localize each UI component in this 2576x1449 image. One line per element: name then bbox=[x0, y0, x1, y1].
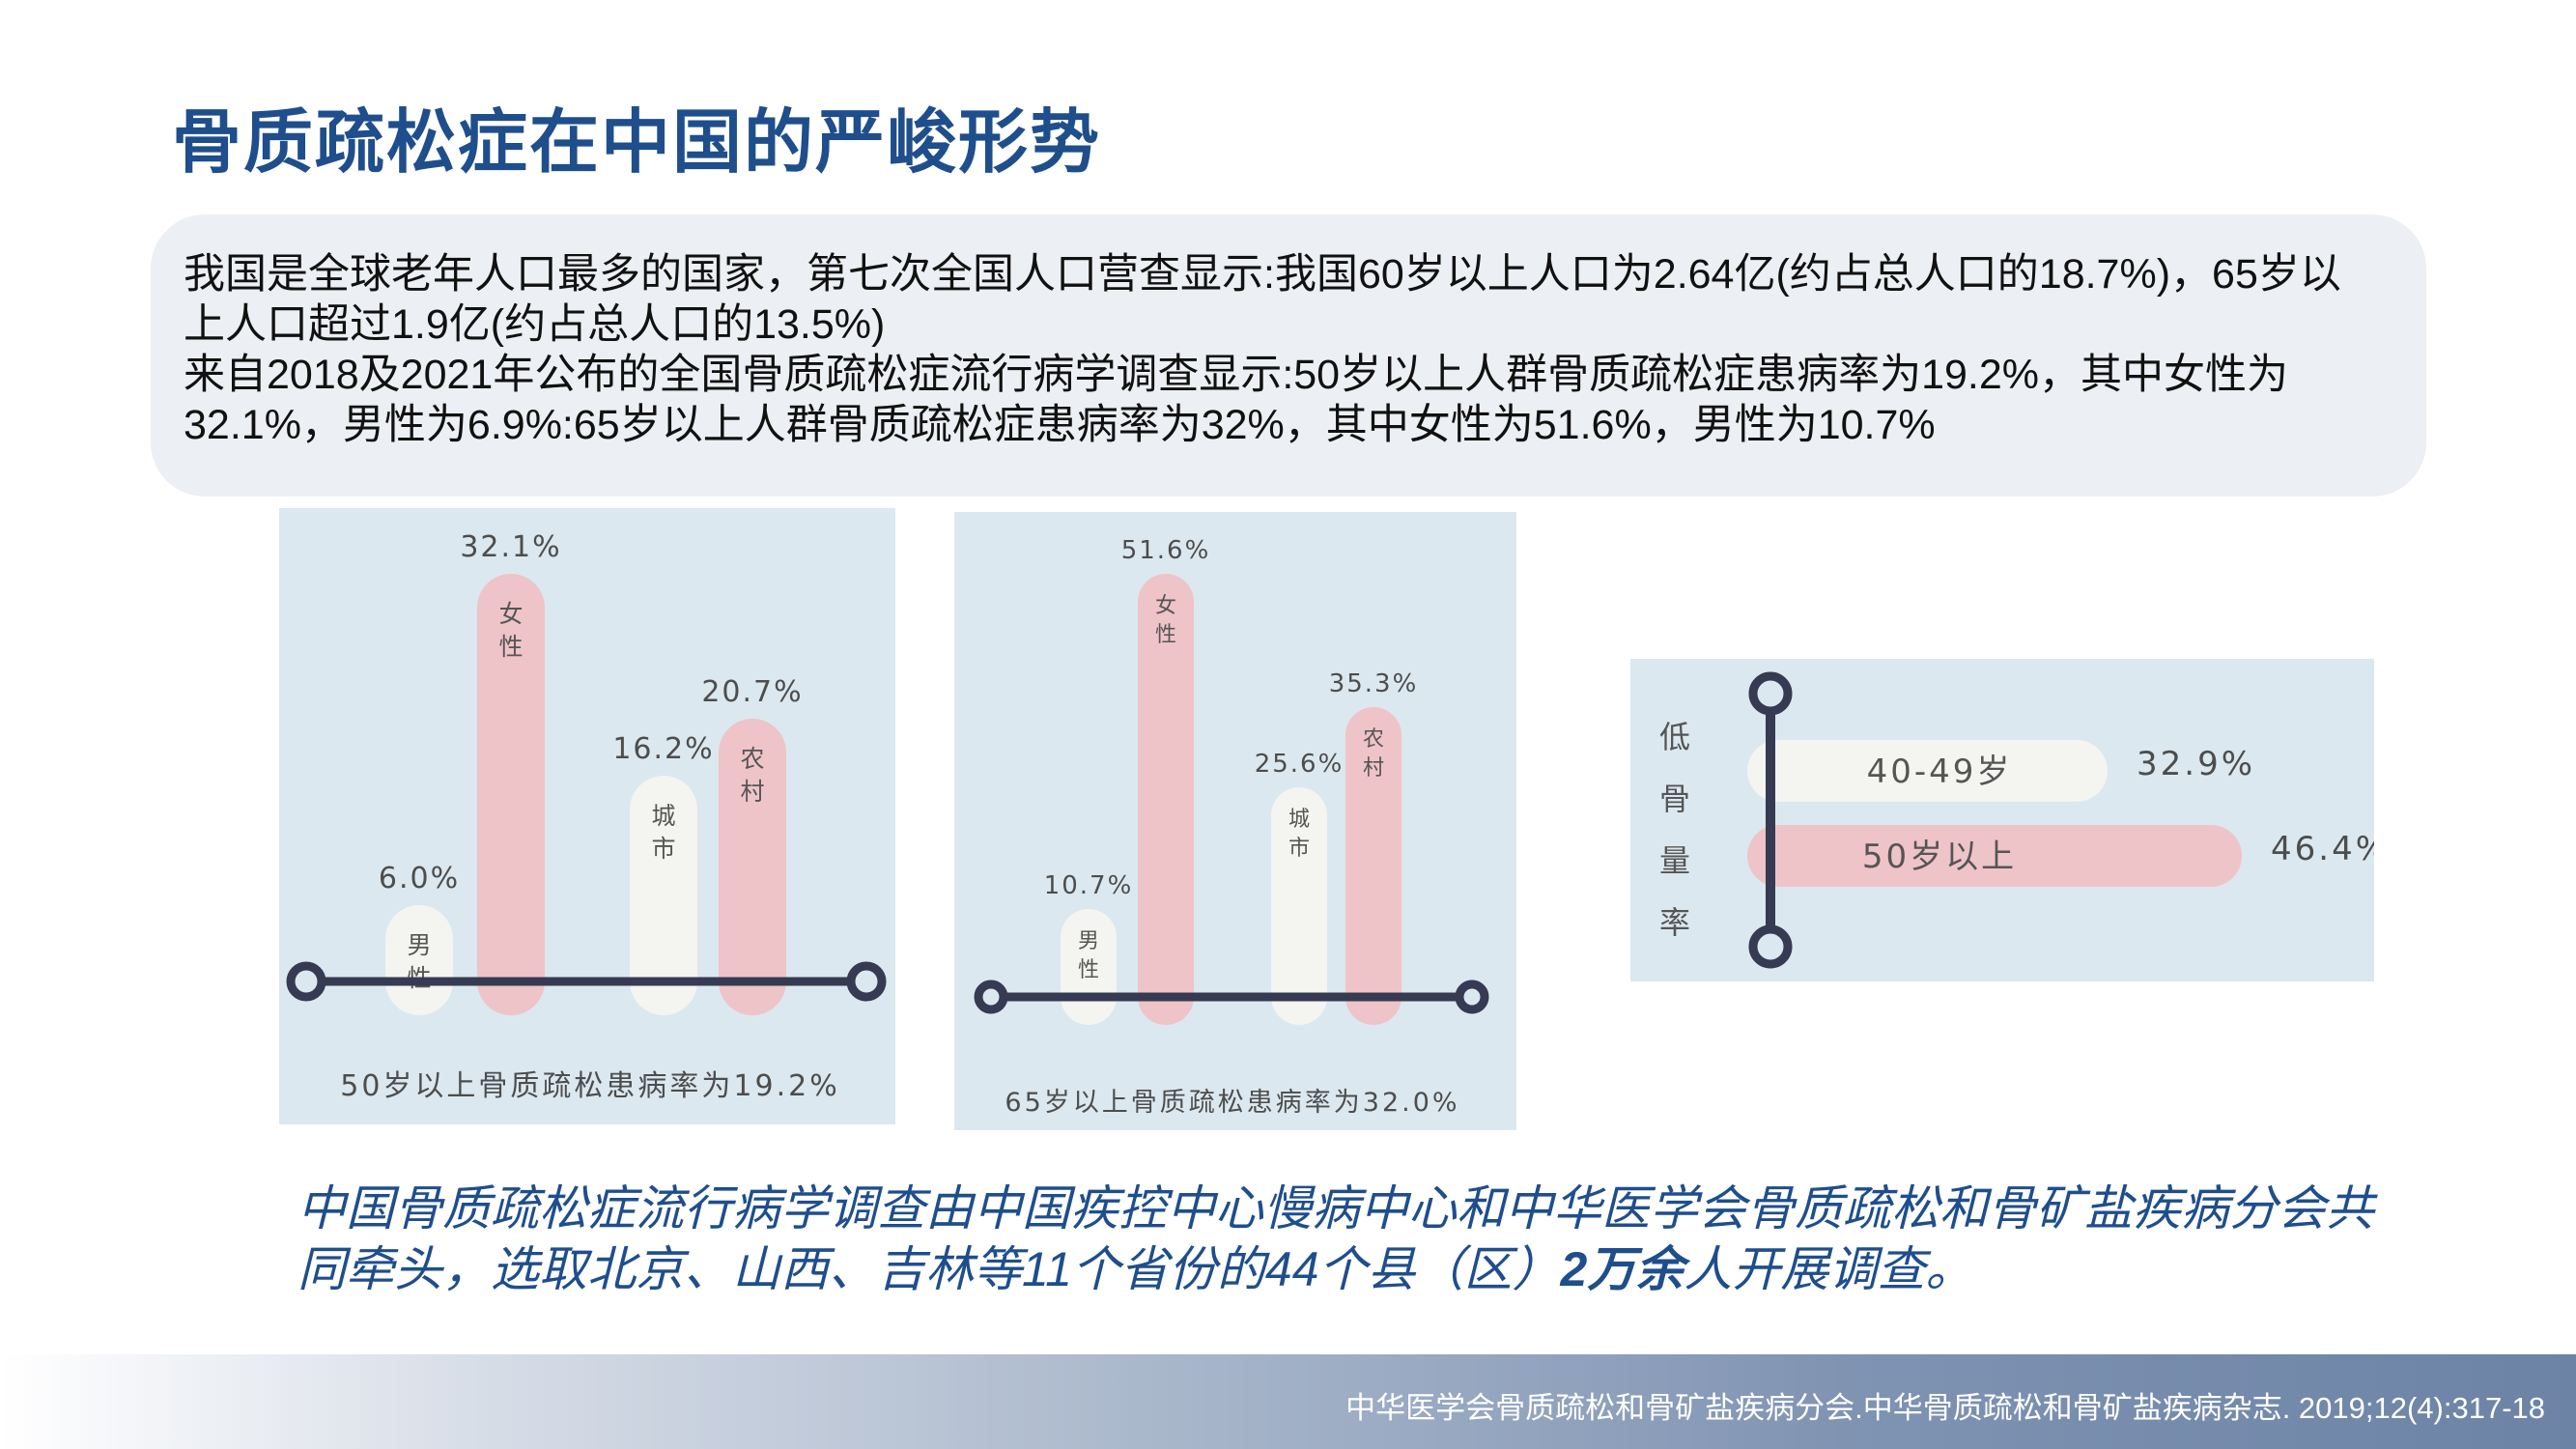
low-bone-mass-value-label: 46.4% bbox=[2271, 830, 2374, 868]
info-paragraph-population: 我国是全球老年人口最多的国家，第七次全国人口营查显示:我国60岁以上人口为2.6… bbox=[184, 251, 2341, 348]
chart-65-plus-category-label: 性 bbox=[1155, 623, 1176, 647]
chart-65-plus-axis-right-node bbox=[1455, 980, 1489, 1014]
chart-65-plus-category-label: 男 bbox=[1078, 929, 1099, 953]
chart-50-plus-category-label: 市 bbox=[651, 835, 675, 863]
chart-65-plus-value-label: 10.7% bbox=[1044, 871, 1134, 900]
low-bone-mass-bar bbox=[1747, 825, 2242, 887]
chart-50-plus-axis-left-node bbox=[286, 961, 326, 1002]
low-bone-mass-axis-top-node bbox=[1748, 671, 1793, 716]
chart-50-plus-bars bbox=[385, 574, 786, 1015]
chart-50-plus-svg: 男性6.0%女性32.1%城市16.2%农村20.7%50岁以上骨质疏松患病率为… bbox=[286, 530, 887, 1103]
footer-citation: 中华医学会骨质疏松和骨矿盐疾病分会.中华骨质疏松和骨矿盐疾病杂志. 2019;1… bbox=[1345, 1391, 2545, 1425]
chart-50-plus-category-label: 农 bbox=[740, 745, 764, 773]
survey-note-highlight: 2万余 bbox=[1560, 1242, 1684, 1296]
chart-50-plus-category-label: 女 bbox=[498, 600, 523, 628]
low-bone-mass-title-char: 量 bbox=[1659, 842, 1690, 879]
chart-50-plus-category-label: 村 bbox=[740, 778, 764, 806]
chart-65-plus-category-label: 性 bbox=[1078, 958, 1099, 982]
chart-65-plus-category-label: 城 bbox=[1288, 808, 1310, 832]
chart-65-plus-bar bbox=[1345, 707, 1401, 1025]
chart-65-plus-bars bbox=[1061, 574, 1401, 1025]
chart-65-plus-value-label: 35.3% bbox=[1329, 669, 1419, 698]
chart-65-plus-axis-left-node bbox=[974, 980, 1008, 1014]
chart-50-plus-bar bbox=[477, 574, 545, 1015]
low-bone-mass-category-label: 50岁以上 bbox=[1862, 838, 2017, 876]
chart-50-plus-value-label: 16.2% bbox=[612, 732, 714, 766]
chart-65-plus-svg: 男性10.7%女性51.6%城市25.6%农村35.3%65岁以上骨质疏松患病率… bbox=[974, 536, 1489, 1118]
chart-50-plus-category-label: 男 bbox=[407, 931, 431, 959]
chart-65-plus-category-label: 村 bbox=[1363, 756, 1384, 781]
chart-50-plus-category-label: 城 bbox=[651, 802, 675, 830]
chart-65-plus-value-label: 51.6% bbox=[1121, 536, 1211, 565]
chart-50-plus-value-label: 32.1% bbox=[460, 530, 561, 564]
footer-bar: 中华医学会骨质疏松和骨矿盐疾病分会.中华骨质疏松和骨矿盐疾病杂志. 2019;1… bbox=[0, 1354, 2576, 1449]
chart-50-plus-category-label: 性 bbox=[498, 633, 523, 661]
chart-50-plus-bar bbox=[719, 719, 786, 1015]
chart-50-plus-axis-right-node bbox=[846, 961, 887, 1002]
low-bone-mass-category-label: 40-49岁 bbox=[1867, 753, 2013, 791]
chart-50-plus-value-label: 6.0% bbox=[379, 862, 460, 895]
chart-65-plus-value-label: 25.6% bbox=[1255, 750, 1345, 779]
low-bone-mass-bar bbox=[1747, 740, 2108, 802]
low-bone-mass-title-char: 率 bbox=[1659, 904, 1690, 941]
chart-65-plus-bar bbox=[1271, 787, 1327, 1025]
chart-65-plus-caption: 65岁以上骨质疏松患病率为32.0% bbox=[1005, 1088, 1459, 1118]
low-bone-mass-title-char: 低 bbox=[1659, 719, 1690, 755]
chart-50-plus-value-label: 20.7% bbox=[701, 675, 803, 709]
chart-50-plus-caption: 50岁以上骨质疏松患病率为19.2% bbox=[340, 1069, 839, 1103]
chart-50-plus-bar bbox=[385, 905, 453, 1015]
page-title: 骨质疏松症在中国的严峻形势 bbox=[172, 104, 1102, 182]
chart-65-plus-category-label: 女 bbox=[1155, 594, 1176, 618]
chart-65-plus-category-label: 农 bbox=[1363, 727, 1384, 752]
chart-65-plus-bar bbox=[1138, 574, 1194, 1025]
survey-note-tail: 人开展调查。 bbox=[1684, 1242, 1974, 1296]
survey-note: 中国骨质疏松症流行病学调查由中国疾控中心慢病中心和中华医学会骨质疏松和骨矿盐疾病… bbox=[297, 1179, 2403, 1300]
info-box: 我国是全球老年人口最多的国家，第七次全国人口营查显示:我国60岁以上人口为2.6… bbox=[151, 214, 2426, 497]
chart-50-plus-bar bbox=[630, 776, 697, 1015]
low-bone-mass-axis-bottom-node bbox=[1748, 924, 1793, 969]
survey-note-text: 中国骨质疏松症流行病学调查由中国疾控中心慢病中心和中华医学会骨质疏松和骨矿盐疾病… bbox=[297, 1181, 2374, 1296]
info-paragraph-survey: 来自2018及2021年公布的全国骨质疏松症流行病学调查显示:50岁以上人群骨质… bbox=[184, 352, 2289, 448]
chart-65-plus: 男性 10.7% 女性 51.6% 城市 25.6% 农村 35.3% 65岁以上骨质疏松患病率… bbox=[954, 512, 1516, 1130]
chart-50-plus: 男性6.0%女性32.1%城市16.2%农村20.7%50岁以上骨质疏松患病率为… bbox=[279, 508, 895, 1124]
low-bone-mass-title-char: 骨 bbox=[1659, 781, 1690, 817]
chart-65-plus-category-label: 市 bbox=[1288, 837, 1310, 861]
low-bone-mass-value-label: 32.9% bbox=[2137, 745, 2255, 783]
